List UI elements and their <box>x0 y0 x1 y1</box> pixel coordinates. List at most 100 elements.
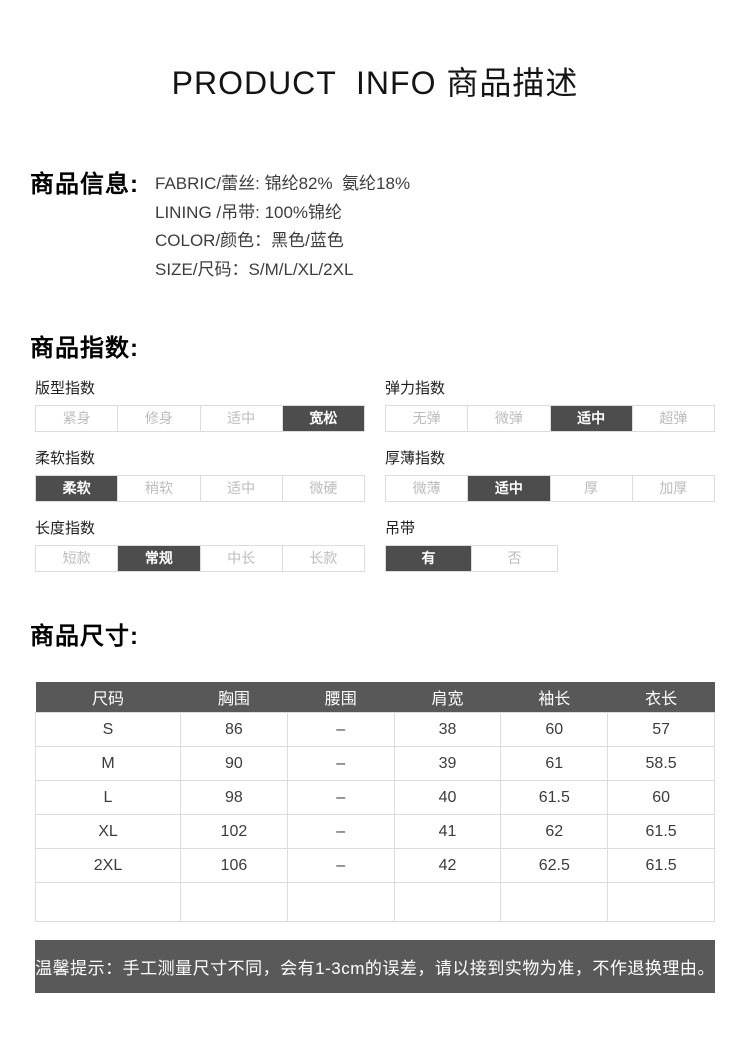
table-cell: 106 <box>180 848 288 883</box>
option-cell: 微硬 <box>281 476 364 501</box>
table-cell: 40 <box>393 780 502 815</box>
option-cell: 稍软 <box>117 476 199 501</box>
table-cell: – <box>286 814 395 849</box>
table-cell: 58.5 <box>607 746 715 781</box>
product-info-section: 商品信息: FABRIC/蕾丝: 锦纶82% 氨纶18% LINING /吊带:… <box>30 170 410 284</box>
table-cell <box>180 882 288 922</box>
option-cell-selected: 有 <box>386 546 471 571</box>
table-cell: 102 <box>180 814 288 849</box>
table-cell: 61 <box>500 746 609 781</box>
index-group-label: 吊带 <box>385 520 416 537</box>
index-group-fit: 版型指数 紧身 修身 适中 宽松 <box>35 380 365 432</box>
table-cell <box>286 882 395 922</box>
table-cell: 39 <box>393 746 502 781</box>
index-bar-length: 短款 常规 中长 长款 <box>35 545 365 572</box>
table-cell: 90 <box>180 746 288 781</box>
table-cell: 61.5 <box>607 848 715 883</box>
tip-bar: 温馨提示：手工测量尺寸不同，会有1-3cm的误差，请以接到实物为准，不作退换理由… <box>35 940 715 993</box>
option-cell: 厚 <box>549 476 632 501</box>
index-bar-elasticity: 无弹 微弹 适中 超弹 <box>385 405 715 432</box>
info-line-fabric: FABRIC/蕾丝: 锦纶82% 氨纶18% <box>155 174 411 193</box>
table-cell: 98 <box>180 780 288 815</box>
index-bar-softness: 柔软 稍软 适中 微硬 <box>35 475 365 502</box>
index-group-label: 弹力指数 <box>385 380 446 397</box>
index-bar-fit: 紧身 修身 适中 宽松 <box>35 405 365 432</box>
product-info-lines: FABRIC/蕾丝: 锦纶82% 氨纶18% LINING /吊带: 100%锦… <box>155 170 410 284</box>
info-line-lining: LINING /吊带: 100%锦纶 <box>155 202 343 222</box>
index-bar-thickness: 微薄 适中 厚 加厚 <box>385 475 715 502</box>
table-cell: – <box>286 746 395 781</box>
index-group-straps: 吊带 有 否 <box>385 520 715 572</box>
product-size-heading: 商品尺寸: <box>30 623 139 650</box>
info-line-color: COLOR/颜色：黑色/蓝色 <box>155 231 344 250</box>
page-title: PRODUCT INFO 商品描述 <box>171 65 579 101</box>
option-cell-selected: 宽松 <box>281 406 364 431</box>
table-cell: 41 <box>393 814 502 849</box>
option-cell-selected: 柔软 <box>36 476 118 501</box>
option-cell: 无弹 <box>412 410 441 426</box>
table-row: M 90 – 39 61 58.5 <box>35 746 715 781</box>
index-bar-straps: 有 否 <box>385 545 558 572</box>
option-cell: 中长 <box>199 546 282 571</box>
index-group-label: 柔软指数 <box>35 450 96 467</box>
option-cell: 超弹 <box>631 406 714 431</box>
column-header: 尺码 <box>35 682 181 713</box>
option-cell: 短款 <box>62 550 91 566</box>
option-cell-selected: 适中 <box>467 476 550 501</box>
option-cell: 紧身 <box>62 410 91 426</box>
option-cell: 微弹 <box>467 406 549 431</box>
option-cell: 长款 <box>281 546 364 571</box>
table-row: XL 102 – 41 62 61.5 <box>35 814 715 849</box>
table-cell: 42 <box>393 848 502 883</box>
index-group-label: 长度指数 <box>35 520 96 537</box>
column-header: 腰围 <box>287 682 395 713</box>
index-groups: 版型指数 紧身 修身 适中 宽松 弹力指数 无弹 微弹 适中 超弹 柔软指数 柔… <box>35 380 715 572</box>
index-group-elasticity: 弹力指数 无弹 微弹 适中 超弹 <box>385 380 715 432</box>
index-group-thickness: 厚薄指数 微薄 适中 厚 加厚 <box>385 450 715 502</box>
table-cell: 62.5 <box>500 848 609 883</box>
table-cell <box>500 882 609 922</box>
table-cell: 86 <box>180 712 288 747</box>
column-header: 胸围 <box>180 682 288 713</box>
table-cell: XL <box>35 814 181 849</box>
table-cell <box>607 882 715 922</box>
option-cell: 微薄 <box>412 480 441 496</box>
column-header: 衣长 <box>607 682 715 713</box>
index-group-length: 长度指数 短款 常规 中长 长款 <box>35 520 365 572</box>
option-cell: 否 <box>471 546 557 571</box>
table-row: 2XL 106 – 42 62.5 61.5 <box>35 848 715 883</box>
product-info-heading: 商品信息: <box>30 171 139 198</box>
size-table: 尺码 胸围 腰围 肩宽 袖长 衣长 S 86 – 38 60 57 M 90 –… <box>35 682 715 922</box>
table-cell: 61.5 <box>607 814 715 849</box>
option-cell: 加厚 <box>631 476 714 501</box>
table-cell: 61.5 <box>500 780 609 815</box>
info-line-size: SIZE/尺码：S/M/L/XL/2XL <box>155 259 354 279</box>
index-group-label: 厚薄指数 <box>385 450 446 467</box>
table-cell: M <box>35 746 181 781</box>
table-cell: S <box>35 712 181 747</box>
table-cell: – <box>286 780 395 815</box>
table-cell <box>35 882 181 922</box>
table-row-empty <box>35 882 715 922</box>
table-cell: – <box>286 712 395 747</box>
table-cell: L <box>35 780 181 815</box>
tip-text: 温馨提示：手工测量尺寸不同，会有1-3cm的误差，请以接到实物为准，不作退换理由… <box>35 959 715 978</box>
size-table-header-row: 尺码 胸围 腰围 肩宽 袖长 衣长 <box>35 682 715 713</box>
index-group-softness: 柔软指数 柔软 稍软 适中 微硬 <box>35 450 365 502</box>
table-cell: – <box>286 848 395 883</box>
product-index-heading: 商品指数: <box>30 335 139 362</box>
table-cell: 60 <box>607 780 715 815</box>
index-group-label: 版型指数 <box>35 380 96 397</box>
table-cell: 60 <box>500 712 609 747</box>
table-cell: 62 <box>500 814 609 849</box>
table-cell: 38 <box>393 712 502 747</box>
column-header: 袖长 <box>500 682 608 713</box>
table-row: L 98 – 40 61.5 60 <box>35 780 715 815</box>
table-cell <box>393 882 502 922</box>
table-row: S 86 – 38 60 57 <box>35 712 715 747</box>
option-cell: 修身 <box>117 406 199 431</box>
table-cell: 2XL <box>35 848 181 883</box>
table-cell: 57 <box>607 712 715 747</box>
column-header: 肩宽 <box>394 682 501 713</box>
